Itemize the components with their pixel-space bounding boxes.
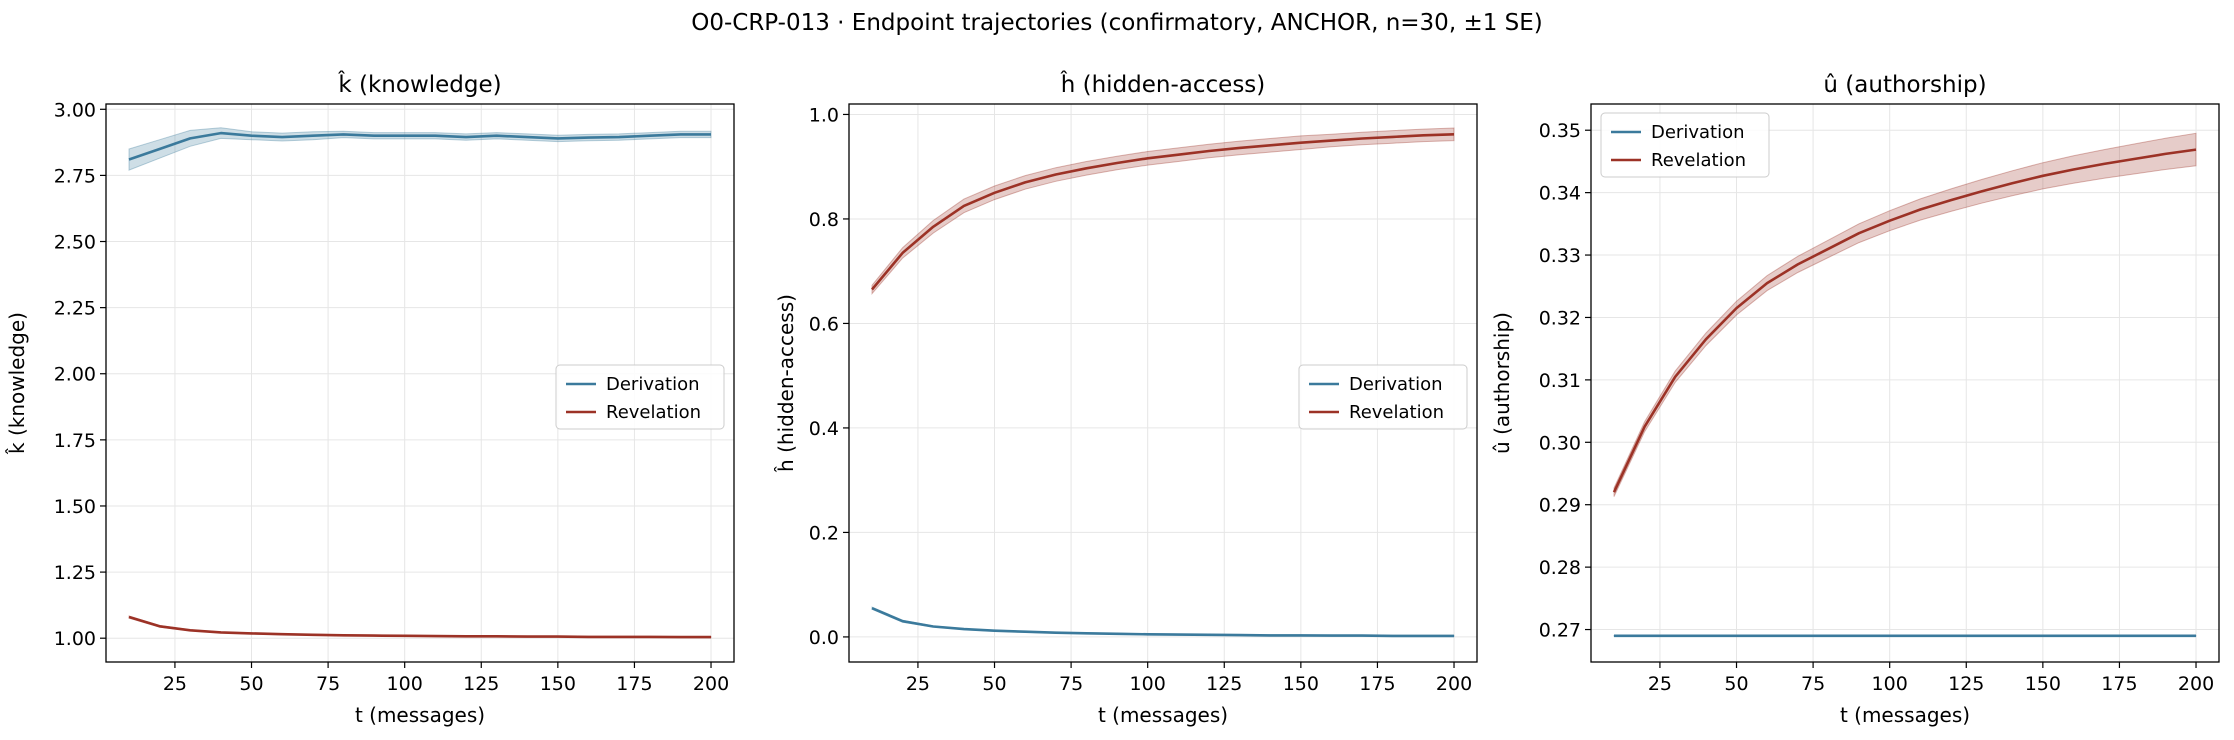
legend-box — [1600, 112, 1770, 178]
y-tick-label: 0.8 — [809, 209, 839, 231]
x-tick-label: 125 — [1948, 673, 1984, 695]
se-band — [128, 615, 712, 639]
legend-label: Revelation — [1651, 150, 1746, 171]
y-tick-label: 1.50 — [54, 496, 96, 518]
x-tick-label: 100 — [1872, 673, 1908, 695]
y-axis-label: k̂ (knowledge) — [5, 312, 29, 454]
y-tick-label: 0.0 — [809, 627, 839, 649]
x-tick-label: 50 — [982, 673, 1006, 695]
x-tick-label: 150 — [2025, 673, 2061, 695]
x-tick-label: 200 — [1436, 673, 1472, 695]
x-tick-label: 125 — [1206, 673, 1242, 695]
y-tick-label: 0.4 — [809, 418, 839, 440]
x-tick-label: 100 — [387, 673, 423, 695]
legend-box — [555, 364, 725, 430]
y-tick-label: 1.75 — [54, 430, 96, 452]
x-tick-label: 75 — [1801, 673, 1825, 695]
legend: Derivation Revelation — [1298, 364, 1468, 430]
x-tick-label: 200 — [2178, 673, 2214, 695]
figure-title: O0-CRP-013 · Endpoint trajectories (conf… — [691, 10, 1543, 36]
legend-label: Revelation — [1349, 402, 1444, 423]
x-tick-label: 150 — [540, 673, 576, 695]
y-tick-label: 0.6 — [809, 313, 839, 335]
panel-3: 25 50 75 100 125 150 175 200 0.27 0.28 0.29 0.30 0.3… — [1490, 72, 2220, 727]
y-tick-label: 0.30 — [1539, 432, 1581, 454]
legend-box — [1298, 364, 1468, 430]
x-tick-label: 75 — [316, 673, 340, 695]
x-tick-label: 50 — [1724, 673, 1748, 695]
y-tick-label: 1.25 — [54, 562, 96, 584]
axes-frame — [105, 103, 735, 663]
panel-title: û (authorship) — [1823, 72, 1986, 98]
legend: Derivation Revelation — [1600, 112, 1770, 178]
y-tick-label: 3.00 — [54, 99, 96, 121]
y-tick-label: 0.35 — [1539, 120, 1581, 142]
series-line — [871, 133, 1455, 291]
x-tick-label: 125 — [463, 673, 499, 695]
series-line — [1612, 148, 2197, 493]
x-axis-label: t (messages) — [355, 703, 485, 727]
x-tick-label: 175 — [2101, 673, 2137, 695]
y-tick-label: 1.0 — [809, 104, 839, 126]
x-tick-label: 150 — [1283, 673, 1319, 695]
legend-label: Derivation — [1651, 122, 1745, 143]
y-tick-label: 0.27 — [1539, 620, 1581, 642]
y-tick-label: 0.2 — [809, 522, 839, 544]
y-tick-label: 2.00 — [54, 364, 96, 386]
y-axis-label: û (authorship) — [1490, 312, 1514, 454]
y-tick-label: 1.00 — [54, 628, 96, 650]
series-line — [128, 131, 711, 161]
y-tick-label: 0.29 — [1539, 495, 1581, 517]
legend-label: Derivation — [1349, 374, 1443, 395]
series-line — [128, 615, 711, 639]
y-tick-label: 0.34 — [1539, 183, 1581, 205]
x-tick-label: 175 — [1359, 673, 1395, 695]
y-tick-label: 2.25 — [54, 298, 96, 320]
x-tick-label: 25 — [163, 673, 187, 695]
x-tick-label: 175 — [616, 673, 652, 695]
x-tick-label: 200 — [693, 673, 729, 695]
panel-title: ĥ (hidden-access) — [1060, 70, 1266, 98]
x-tick-label: 75 — [1059, 673, 1083, 695]
x-tick-label: 100 — [1130, 673, 1166, 695]
axes-frame — [848, 103, 1478, 663]
panel-2: 25 50 75 100 125 150 175 200 0.0 0.2 0.4 0.6 0.8 1.0 ĥ… — [774, 70, 1478, 727]
legend-label: Revelation — [606, 402, 701, 423]
y-tick-label: 0.28 — [1539, 557, 1581, 579]
y-tick-label: 2.75 — [54, 165, 96, 187]
panel-1: 25 50 75 100 125 150 175 200 1.00 1.25 1.50 1.75 2.0… — [5, 71, 735, 727]
y-tick-label: 0.31 — [1539, 370, 1581, 392]
se-band — [871, 606, 1455, 637]
panel-title: k̂ (knowledge) — [337, 71, 501, 98]
y-tick-label: 2.50 — [54, 232, 96, 254]
axes-frame — [1590, 103, 2220, 663]
y-tick-label: 0.33 — [1539, 245, 1581, 267]
x-axis-label: t (messages) — [1840, 703, 1970, 727]
y-tick-label: 0.32 — [1539, 307, 1581, 329]
x-tick-label: 25 — [906, 673, 930, 695]
legend-label: Derivation — [606, 374, 700, 395]
x-axis-label: t (messages) — [1098, 703, 1228, 727]
legend: Derivation Revelation — [555, 364, 725, 430]
series-line — [871, 607, 1454, 638]
se-band — [871, 127, 1455, 296]
x-tick-label: 25 — [1648, 673, 1672, 695]
y-axis-label: ĥ (hidden-access) — [774, 294, 798, 473]
x-tick-label: 50 — [239, 673, 263, 695]
